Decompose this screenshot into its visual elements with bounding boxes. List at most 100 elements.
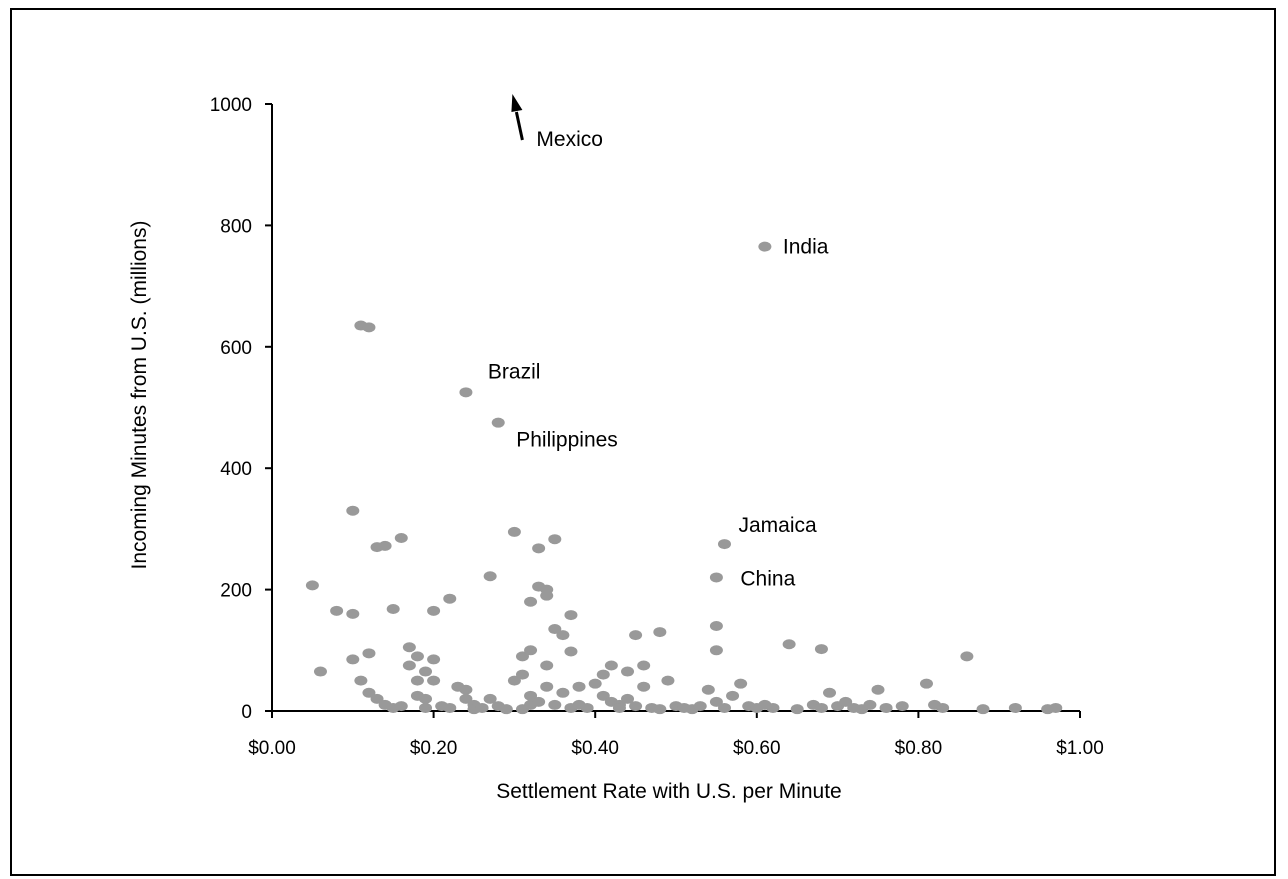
data-point: [394, 701, 408, 712]
y-tick-label: 600: [220, 338, 252, 359]
data-point: [717, 702, 731, 713]
data-point: [499, 704, 513, 715]
data-point: [556, 687, 570, 698]
data-point: [790, 704, 804, 715]
x-ticks: $0.00 $0.20 $0.40 $0.60 $0.80 $1.00: [248, 711, 1104, 759]
point-label-philippines: Philippines: [516, 429, 618, 452]
data-point: [427, 675, 441, 686]
data-point: [475, 702, 489, 713]
data-point: [507, 526, 521, 537]
x-tick-label: $0.60: [733, 738, 781, 759]
data-point: [758, 241, 772, 252]
data-point: [410, 651, 424, 662]
data-point: [419, 693, 433, 704]
data-point: [427, 605, 441, 616]
data-point: [524, 690, 538, 701]
data-point: [346, 505, 360, 516]
data-point: [540, 590, 554, 601]
data-point: [459, 387, 473, 398]
data-point: [879, 702, 893, 713]
data-point: [637, 681, 651, 692]
data-point: [362, 322, 376, 333]
data-point: [330, 605, 344, 616]
point-label-mexico: Mexico: [536, 128, 603, 151]
data-points: [305, 241, 1063, 715]
data-point: [976, 704, 990, 715]
data-point: [305, 580, 319, 591]
data-point: [402, 642, 416, 653]
y-tick-label: 0: [241, 702, 252, 723]
data-point: [483, 571, 497, 582]
data-point: [621, 666, 635, 677]
data-point: [871, 684, 885, 695]
chart-frame: [10, 8, 1276, 876]
data-point: [540, 660, 554, 671]
data-point: [588, 678, 602, 689]
data-point: [443, 702, 457, 713]
data-point: [394, 533, 408, 544]
data-point: [653, 704, 667, 715]
y-tick-label: 200: [220, 581, 252, 602]
data-point: [709, 621, 723, 632]
y-tick-label: 1000: [210, 95, 252, 116]
data-point: [726, 690, 740, 701]
data-point: [637, 660, 651, 671]
data-point: [823, 687, 837, 698]
data-point: [419, 702, 433, 713]
data-point: [427, 654, 441, 665]
point-label-jamaica: Jamaica: [738, 514, 817, 537]
data-point: [362, 648, 376, 659]
data-point: [895, 701, 909, 712]
data-point: [863, 699, 877, 710]
data-point: [346, 654, 360, 665]
point-label-brazil: Brazil: [488, 360, 541, 383]
data-point: [491, 417, 505, 428]
data-point: [709, 645, 723, 656]
data-point: [556, 630, 570, 641]
y-tick-label: 400: [220, 459, 252, 480]
data-point: [313, 666, 327, 677]
data-point: [443, 593, 457, 604]
y-ticks: 0 200 400 600 800 1000: [210, 95, 272, 723]
data-point: [386, 604, 400, 615]
data-point: [596, 669, 610, 680]
data-point: [548, 699, 562, 710]
data-point: [960, 651, 974, 662]
data-point: [402, 660, 416, 671]
data-point: [604, 660, 618, 671]
y-axis-label: Incoming Minutes from U.S. (millions): [128, 221, 151, 570]
data-point: [814, 702, 828, 713]
data-point: [766, 702, 780, 713]
data-point: [839, 696, 853, 707]
data-point: [782, 639, 796, 650]
data-point: [596, 690, 610, 701]
x-tick-label: $0.80: [895, 738, 943, 759]
x-tick-label: $0.00: [248, 738, 296, 759]
data-point: [524, 596, 538, 607]
data-point: [515, 651, 529, 662]
data-point: [1049, 702, 1063, 713]
point-label-china: China: [740, 567, 795, 590]
data-point: [612, 702, 626, 713]
data-point: [410, 675, 424, 686]
data-point: [419, 666, 433, 677]
data-point: [459, 693, 473, 704]
data-point: [572, 681, 586, 692]
data-point: [717, 539, 731, 550]
data-point: [653, 627, 667, 638]
data-point: [629, 701, 643, 712]
offscale-arrow-shaft: [514, 111, 524, 141]
data-point: [661, 675, 675, 686]
data-point: [354, 675, 368, 686]
data-point: [936, 702, 950, 713]
offscale-arrow-head: [511, 94, 523, 112]
data-point: [548, 534, 562, 545]
data-point: [548, 624, 562, 635]
data-point: [1008, 702, 1022, 713]
x-tick-label: $0.20: [410, 738, 458, 759]
data-point: [709, 696, 723, 707]
data-point: [459, 684, 473, 695]
y-tick-label: 800: [220, 216, 252, 237]
data-point: [814, 644, 828, 655]
